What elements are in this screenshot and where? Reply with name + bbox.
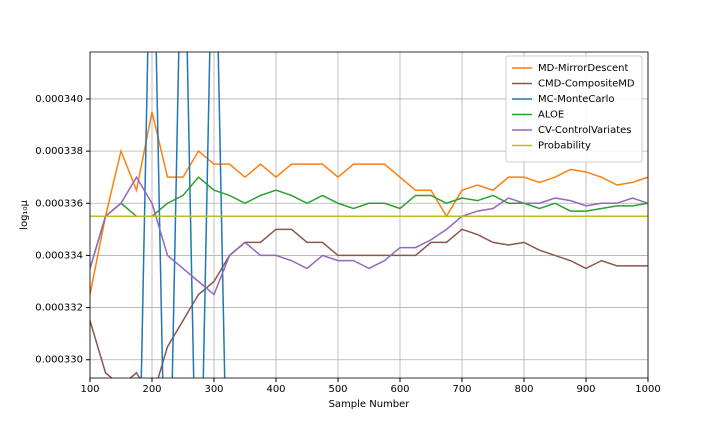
x-tick-label: 300	[204, 384, 223, 395]
x-tick-label: 700	[452, 384, 471, 395]
x-tick-label: 100	[80, 384, 99, 395]
legend-label: MD-MirrorDescent	[538, 63, 628, 74]
series-line	[90, 228, 648, 378]
x-tick-label: 1000	[635, 384, 660, 395]
plot-frame	[89, 51, 649, 379]
legend-label: Probability	[538, 141, 591, 152]
x-tick-label: 200	[142, 384, 161, 395]
x-tick-label: 600	[390, 384, 409, 395]
y-tick-label: 0.000334	[35, 250, 83, 261]
legend-label: MC-MonteCarlo	[538, 94, 615, 105]
y-axis-label: log₁₀μ	[19, 200, 30, 230]
legend-label: CV-ControlVariates	[538, 125, 632, 136]
y-tick-label: 0.000336	[35, 198, 83, 209]
y-tick-label: 0.000338	[35, 146, 83, 157]
series-line	[90, 176, 648, 269]
series-line	[90, 111, 648, 295]
y-tick-label: 0.000330	[35, 355, 83, 366]
x-tick-label: 400	[266, 384, 285, 395]
series-line	[90, 175, 648, 296]
y-tick-label: 0.000340	[35, 94, 83, 105]
legend-box	[505, 55, 643, 163]
legend-label: CMD-CompositeMD	[538, 79, 635, 90]
x-tick-label: 800	[514, 384, 533, 395]
legend-label: ALOE	[538, 110, 564, 121]
x-tick-label: 900	[576, 384, 595, 395]
x-axis-label: Sample Number	[329, 399, 411, 410]
x-tick-label: 500	[328, 384, 347, 395]
y-tick-label: 0.000332	[35, 303, 83, 314]
